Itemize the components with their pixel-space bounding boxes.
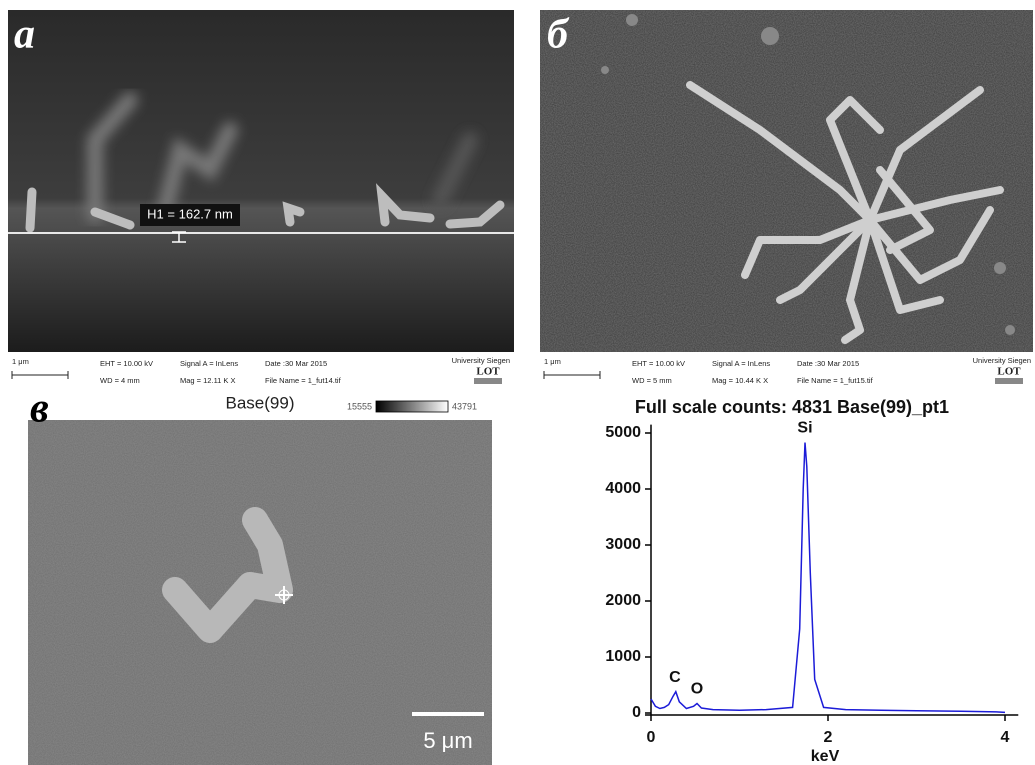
y-tick-label: 4000 (605, 480, 641, 497)
peak-label: C (669, 669, 681, 686)
y-tick-label: 1000 (605, 648, 641, 665)
info-date: Date :30 Mar 2015 (797, 359, 859, 368)
y-tick-label: 2000 (605, 592, 641, 609)
scale-label: 1 μm (12, 357, 29, 366)
y-tick-label: 3000 (605, 536, 641, 553)
panel-b: б (540, 10, 1033, 392)
y-tick-label: 0 (632, 704, 641, 721)
panel-label: а (14, 12, 35, 58)
scale-label: 1 μm (544, 357, 561, 366)
info-signal: Signal A = InLens (180, 359, 238, 368)
info-signal: Signal A = InLens (712, 359, 770, 368)
info-bar (540, 352, 1033, 392)
particle (761, 27, 779, 45)
info-eht: EHT = 10.00 kV (632, 359, 685, 368)
spectrum: Full scale counts: 4831 Base(99)_pt1 keV… (605, 397, 1018, 765)
panel-label: б (547, 12, 570, 58)
institution: University Siegen (973, 356, 1031, 365)
fiber (30, 192, 32, 228)
colorbar (376, 401, 448, 412)
panel-a: H1 = 162.7 nm а (8, 10, 514, 392)
panel-label: в (30, 386, 49, 432)
info-file: File Name = 1_fut14.tif (265, 376, 342, 385)
info-mag: Mag = 10.44 K X (712, 376, 768, 385)
x-tick-label: 2 (824, 729, 833, 746)
info-wd: WD = 5 mm (632, 376, 672, 385)
colorbar-max: 43791 (452, 401, 477, 411)
sem-image (8, 10, 514, 352)
info-mag: Mag = 12.11 K X (180, 376, 236, 385)
x-tick-label: 0 (647, 729, 656, 746)
logo: LOT (476, 366, 500, 378)
chart-title: Full scale counts: 4831 Base(99)_pt1 (635, 397, 949, 417)
logo-box (995, 378, 1023, 384)
info-bar (8, 352, 514, 392)
figure: H1 = 162.7 nm а б (0, 0, 1035, 765)
particle (626, 14, 638, 26)
spectrum-line (651, 443, 1005, 713)
y-tick-label: 5000 (605, 424, 641, 441)
logo-box (474, 378, 502, 384)
logo: LOT (997, 366, 1021, 378)
scale-label: 5 μm (423, 728, 472, 753)
x-axis-label: keV (811, 748, 840, 765)
colorbar-min: 15555 (347, 401, 372, 411)
panel-c: в Base(99) 15555 43791 5 μm (28, 386, 492, 765)
info-date: Date :30 Mar 2015 (265, 359, 327, 368)
x-tick-label: 4 (1001, 729, 1010, 746)
particle (994, 262, 1006, 274)
info-wd: WD = 4 mm (100, 376, 140, 385)
info-eht: EHT = 10.00 kV (100, 359, 153, 368)
info-file: File Name = 1_fut15.tif (797, 376, 874, 385)
particle (1005, 325, 1015, 335)
page: {"panels": [ {"label": "а", "measurement… (0, 0, 1035, 765)
image-header: Base(99) (226, 393, 295, 412)
institution: University Siegen (452, 356, 510, 365)
measurement-label: H1 = 162.7 nm (147, 206, 233, 221)
peak-label: O (691, 681, 703, 698)
peak-label: Si (797, 420, 812, 437)
particle (601, 66, 609, 74)
